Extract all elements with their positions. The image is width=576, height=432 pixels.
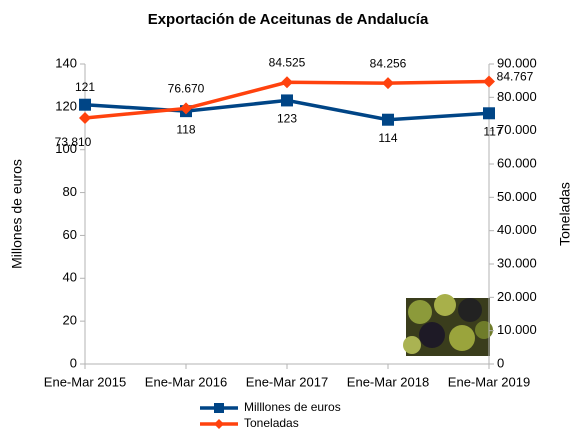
marker (382, 77, 394, 90)
marker (79, 98, 91, 111)
data-label: 73.810 (55, 135, 92, 149)
marker (483, 75, 495, 88)
marker (382, 113, 394, 126)
data-label: 84.525 (269, 55, 306, 69)
data-label: 76.670 (168, 82, 205, 96)
legend-label: Toneladas (244, 416, 299, 430)
data-label: 84.767 (497, 70, 534, 84)
y-tick-label: 120 (55, 98, 77, 113)
marker (281, 76, 293, 89)
y2-axis-title: Toneladas (557, 182, 573, 246)
y2-tick-label: 30.000 (497, 255, 537, 270)
data-label: 84.256 (370, 56, 407, 70)
y-tick-label: 40 (63, 270, 77, 285)
x-tick-label: Ene-Mar 2019 (448, 374, 530, 389)
chart-title: Exportación de Aceitunas de Andalucía (148, 11, 429, 28)
y-tick-label: 100 (55, 141, 77, 156)
data-label: 114 (378, 131, 397, 145)
data-label: 121 (75, 80, 95, 94)
y2-tick-label: 90.000 (497, 55, 537, 70)
marker (483, 107, 495, 120)
legend-marker (214, 419, 224, 429)
legend-marker (214, 403, 224, 413)
y2-tick-label: 70.000 (497, 122, 537, 137)
y2-tick-label: 80.000 (497, 89, 537, 104)
y2-tick-label: 50.000 (497, 189, 537, 204)
data-label: 123 (277, 112, 297, 126)
y2-tick-label: 60.000 (497, 155, 537, 170)
y-tick-label: 140 (55, 55, 77, 70)
y2-tick-label: 40.000 (497, 222, 537, 237)
legend-label: Milllones de euros (244, 400, 341, 414)
data-label: 118 (176, 122, 195, 136)
data-label: 117 (483, 124, 502, 138)
y2-tick-label: 10.000 (497, 322, 537, 337)
y2-tick-label: 0 (497, 355, 504, 370)
y2-tick-label: 20.000 (497, 289, 537, 304)
y-tick-label: 20 (63, 313, 77, 328)
marker (79, 111, 91, 124)
marker (180, 102, 192, 115)
x-tick-label: Ene-Mar 2016 (145, 374, 227, 389)
y-tick-label: 0 (70, 355, 77, 370)
x-tick-label: Ene-Mar 2015 (44, 374, 126, 389)
marker (281, 94, 293, 107)
x-tick-label: Ene-Mar 2017 (246, 374, 328, 389)
y-axis-title: Millones de euros (9, 159, 25, 269)
x-tick-label: Ene-Mar 2018 (347, 374, 429, 389)
y-tick-label: 80 (63, 184, 77, 199)
olive-photo (403, 294, 493, 356)
y-tick-label: 60 (63, 227, 77, 242)
